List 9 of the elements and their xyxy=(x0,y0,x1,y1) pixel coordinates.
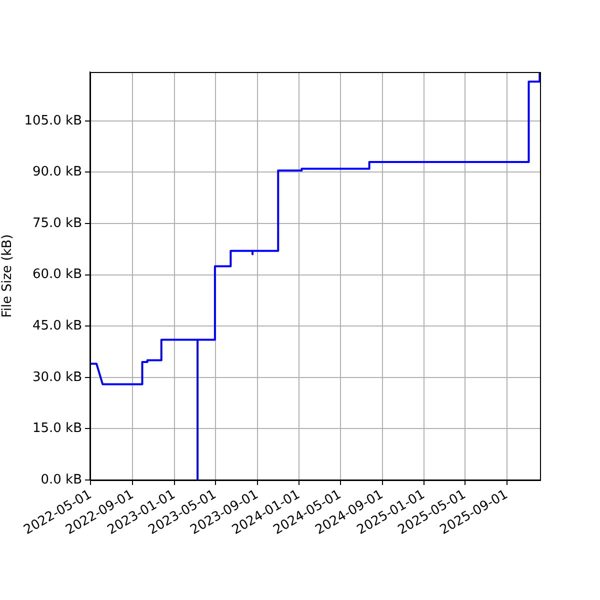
y-tick-label: 45.0 kB xyxy=(32,318,82,334)
y-tick-label: 75.0 kB xyxy=(32,216,82,231)
y-tick-label: 0.0 kB xyxy=(40,472,82,488)
y-tick-label: 105.0 kB xyxy=(24,113,82,128)
y-tick-label: 15.0 kB xyxy=(32,421,82,436)
y-tick-label: 90.0 kB xyxy=(32,164,82,180)
y-tick-label: 30.0 kB xyxy=(32,370,82,385)
y-axis-title: File Size (kB) xyxy=(0,234,16,318)
y-tick-label: 60.0 kB xyxy=(32,267,82,282)
